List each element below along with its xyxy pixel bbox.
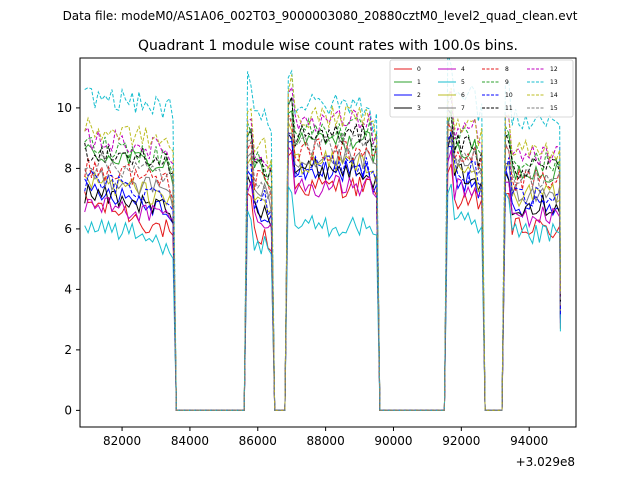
x-tick-label: 92000 (442, 434, 480, 448)
series-layer (84, 58, 561, 411)
y-tick-label: 0 (64, 403, 72, 417)
series-line-13 (84, 58, 561, 411)
x-tick-label: 82000 (103, 434, 141, 448)
suptitle: Data file: modeM0/AS1A06_002T03_90000030… (63, 9, 578, 23)
y-tick-label: 2 (64, 343, 72, 357)
legend-label-11: 11 (505, 105, 513, 112)
x-tick-label: 84000 (171, 434, 209, 448)
y-axis: 0 2 4 6 8 10 (57, 101, 80, 417)
legend-label-3: 3 (417, 105, 421, 112)
y-tick-label: 6 (64, 222, 72, 236)
x-axis: 82000 84000 86000 88000 90000 92000 94000 (103, 427, 548, 448)
x-tick-label: 94000 (510, 434, 548, 448)
legend-label-15: 15 (550, 105, 558, 112)
legend-label-1: 1 (417, 79, 421, 86)
legend-box (389, 59, 574, 118)
series-line-15 (84, 116, 561, 411)
chart-title: Quadrant 1 module wise count rates with … (138, 38, 518, 54)
legend-label-14: 14 (550, 92, 558, 99)
x-tick-label: 86000 (239, 434, 277, 448)
x-tick-label: 90000 (374, 434, 412, 448)
legend-label-8: 8 (505, 66, 509, 73)
series-line-8 (84, 114, 561, 411)
y-tick-label: 10 (57, 101, 72, 115)
legend-label-6: 6 (461, 92, 465, 99)
plot-area (80, 58, 576, 427)
legend-label-2: 2 (417, 92, 421, 99)
plot-frame (79, 57, 577, 428)
legend-label-10: 10 (505, 92, 513, 99)
legend-label-5: 5 (461, 79, 465, 86)
y-tick-label: 4 (64, 282, 72, 296)
legend-label-7: 7 (461, 105, 465, 112)
legend-label-13: 13 (550, 79, 558, 86)
legend-label-4: 4 (461, 66, 465, 73)
legend-label-0: 0 (417, 66, 421, 73)
x-tick-label: 88000 (307, 434, 345, 448)
y-tick-label: 8 (64, 161, 72, 175)
legend-label-12: 12 (550, 66, 558, 73)
x-axis-offset-label: +3.029e8 (516, 455, 575, 469)
legend-label-9: 9 (505, 79, 509, 86)
